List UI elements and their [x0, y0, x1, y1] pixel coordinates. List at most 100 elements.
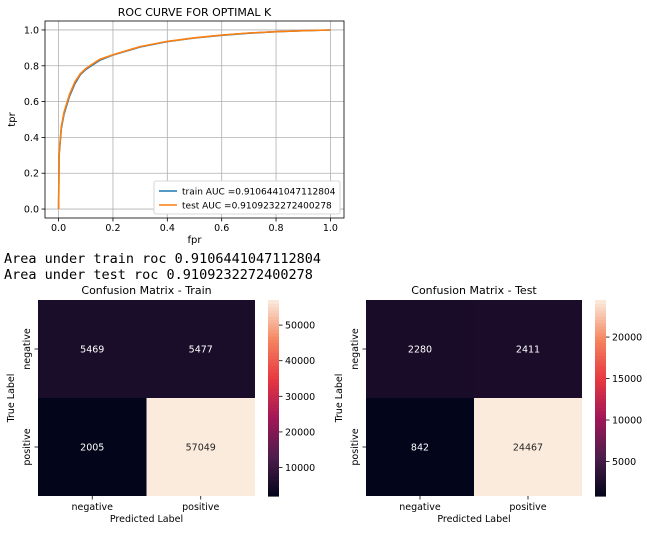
train-matrix-cell-value: 2005: [80, 443, 104, 454]
roc-x-tick-label: 0.4: [160, 223, 175, 234]
train-matrix-colorbar-segment: [268, 404, 279, 409]
test-matrix-colorbar-segment: [595, 329, 606, 334]
train-matrix-colorbar-tick-label: 20000: [285, 427, 315, 438]
test-matrix-colorbar-segment: [595, 365, 606, 370]
test-matrix-cell: [474, 398, 582, 496]
roc-y-tick-label: 1.0: [24, 25, 39, 36]
test-matrix-colorbar-segment: [595, 414, 606, 419]
roc-y-tick-label: 0.0: [24, 205, 39, 216]
test-matrix-colorbar-segment: [595, 362, 606, 366]
train-matrix-colorbar-segment: [268, 456, 279, 461]
train-matrix-colorbar-segment: [268, 443, 279, 448]
train-matrix-cell: [146, 398, 255, 496]
train-matrix-colorbar-segment: [268, 319, 279, 324]
test-matrix-colorbar-segment: [595, 411, 606, 415]
train-matrix-colorbar-segment: [268, 430, 279, 435]
train-matrix-colorbar-segment: [268, 476, 279, 481]
train-matrix-colorbar-segment: [268, 300, 279, 304]
test-matrix-colorbar-segment: [595, 342, 606, 347]
roc-x-tick-label: 0.8: [268, 223, 283, 234]
train-matrix-colorbar-segment: [268, 469, 279, 474]
test-matrix-colorbar-segment: [595, 417, 606, 422]
train-matrix-cell: [38, 300, 147, 398]
train-matrix-colorbar-segment: [268, 368, 279, 373]
train-matrix-colorbar-segment: [268, 482, 279, 487]
test-matrix-colorbar-segment: [595, 447, 606, 451]
test-matrix-colorbar-tick-label: 15000: [612, 374, 642, 385]
train-matrix-colorbar-segment: [268, 371, 279, 376]
test-matrix-colorbar-segment: [595, 460, 606, 464]
test-matrix-x-axis-label: Predicted Label: [437, 514, 510, 525]
test-matrix-colorbar-segment: [595, 309, 606, 314]
train-matrix-colorbar-segment: [268, 420, 279, 425]
train-matrix-colorbar-segment: [268, 414, 279, 419]
train-matrix-cell-value: 5477: [189, 345, 213, 356]
roc-x-axis-label: fpr: [188, 235, 203, 246]
test-matrix-colorbar-segment: [595, 371, 606, 376]
test-matrix-cell: [474, 300, 582, 398]
roc-y-axis-label: tpr: [7, 111, 18, 126]
train-matrix-colorbar-segment: [268, 355, 279, 360]
test-matrix-x-tick-label: positive: [509, 502, 546, 513]
test-matrix-colorbar-segment: [595, 300, 606, 304]
roc-y-tick-label: 0.6: [24, 97, 39, 108]
train-matrix-cell: [146, 300, 255, 398]
train-matrix-colorbar-segment: [268, 489, 279, 494]
test-auc-output: Area under test roc 0.9109232272400278: [4, 267, 313, 283]
train-matrix-colorbar-segment: [268, 316, 279, 321]
test-matrix-colorbar-segment: [595, 433, 606, 438]
test-matrix-colorbar-segment: [595, 430, 606, 435]
test-matrix-colorbar-segment: [595, 322, 606, 327]
roc-plot-frame: [44, 20, 345, 219]
test-matrix-y-axis-label: True Label: [334, 374, 345, 424]
train-matrix-colorbar-segment: [268, 375, 279, 379]
test-matrix-colorbar-segment: [595, 388, 606, 393]
train-matrix-colorbar-segment: [268, 398, 279, 402]
test-matrix-colorbar-segment: [595, 450, 606, 455]
test-matrix-colorbar-segment: [595, 443, 606, 448]
train-matrix-colorbar-segment: [268, 433, 279, 438]
test-matrix-colorbar-segment: [595, 313, 606, 317]
test-matrix-colorbar-segment: [595, 492, 606, 497]
test-matrix-colorbar-segment: [595, 479, 606, 484]
train-matrix-colorbar-segment: [268, 407, 279, 412]
train-matrix-x-tick-label: negative: [71, 502, 113, 513]
test-matrix-colorbar-segment: [595, 358, 606, 363]
test-matrix-cell: [366, 300, 474, 398]
train-matrix-colorbar-segment: [268, 440, 279, 445]
roc-series-line-test: [57, 29, 331, 210]
train-matrix-colorbar-tick-label: 30000: [285, 392, 315, 403]
train-matrix-colorbar-segment: [268, 345, 279, 350]
test-matrix-colorbar-segment: [595, 398, 606, 402]
test-matrix-colorbar-segment: [595, 368, 606, 373]
test-matrix-y-tick-label: negative: [350, 328, 361, 370]
train-matrix-colorbar-segment: [268, 473, 279, 477]
train-matrix-colorbar-segment: [268, 486, 279, 491]
train-matrix-colorbar-segment: [268, 450, 279, 455]
train-matrix-colorbar-segment: [268, 424, 279, 428]
test-matrix-colorbar-segment: [595, 375, 606, 379]
train-matrix-colorbar-segment: [268, 391, 279, 396]
test-matrix-colorbar-segment: [595, 316, 606, 321]
train-matrix-colorbar-segment: [268, 329, 279, 334]
test-matrix-colorbar-segment: [595, 407, 606, 412]
test-matrix-colorbar-segment: [595, 456, 606, 461]
train-matrix-colorbar-tick-label: 10000: [285, 463, 315, 474]
train-matrix-colorbar-segment: [268, 466, 279, 471]
train-matrix-x-axis-label: Predicted Label: [110, 514, 183, 525]
train-matrix-x-tick-label: positive: [182, 502, 219, 513]
train-matrix-colorbar-segment: [268, 479, 279, 484]
train-matrix-colorbar-segment: [268, 349, 279, 353]
train-matrix-colorbar-segment: [268, 437, 279, 442]
test-matrix-colorbar-segment: [595, 384, 606, 389]
test-matrix-colorbar-tick-label: 20000: [612, 333, 642, 344]
train-matrix-colorbar-segment: [268, 388, 279, 393]
train-matrix-colorbar-segment: [268, 411, 279, 415]
test-matrix-colorbar-tick-label: 5000: [612, 457, 636, 468]
test-matrix-colorbar-segment: [595, 345, 606, 350]
test-matrix-colorbar-segment: [595, 420, 606, 425]
test-matrix-cell-value: 2280: [408, 345, 432, 356]
train-matrix-colorbar-segment: [268, 394, 279, 399]
train-matrix-colorbar-segment: [268, 339, 279, 344]
train-matrix-colorbar-segment: [268, 326, 279, 330]
